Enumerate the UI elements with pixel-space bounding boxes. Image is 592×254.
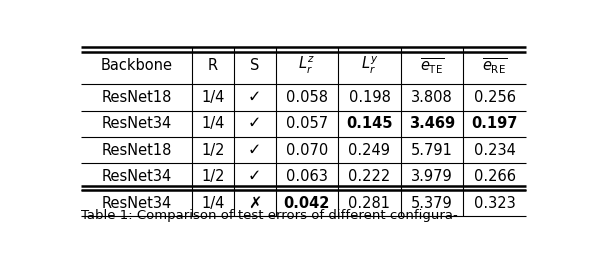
Text: $L_r^z$: $L_r^z$ (298, 55, 316, 76)
Text: ResNet34: ResNet34 (101, 196, 172, 211)
Text: ✓: ✓ (248, 116, 262, 131)
Text: ResNet34: ResNet34 (101, 169, 172, 184)
Text: ResNet18: ResNet18 (101, 143, 172, 158)
Text: S: S (250, 58, 259, 73)
Text: Backbone: Backbone (101, 58, 172, 73)
Text: 1/2: 1/2 (201, 169, 225, 184)
Text: ResNet34: ResNet34 (101, 116, 172, 131)
Text: 0.145: 0.145 (346, 116, 392, 131)
Text: $\overline{e_{\mathrm{RE}}}$: $\overline{e_{\mathrm{RE}}}$ (482, 56, 507, 76)
Text: 5.379: 5.379 (411, 196, 453, 211)
Text: 0.042: 0.042 (284, 196, 330, 211)
Text: 0.057: 0.057 (286, 116, 328, 131)
Text: 0.323: 0.323 (474, 196, 516, 211)
Text: 0.222: 0.222 (348, 169, 391, 184)
Text: 1/2: 1/2 (201, 143, 225, 158)
Text: 0.058: 0.058 (286, 90, 328, 105)
Text: ✓: ✓ (248, 90, 262, 105)
Text: 3.979: 3.979 (411, 169, 453, 184)
Text: 1/4: 1/4 (201, 196, 225, 211)
Text: 3.469: 3.469 (409, 116, 455, 131)
Text: 0.070: 0.070 (286, 143, 328, 158)
Text: ResNet18: ResNet18 (101, 90, 172, 105)
Text: Table 1: Comparison of test errors of different configura-: Table 1: Comparison of test errors of di… (81, 209, 458, 222)
Text: ✓: ✓ (248, 143, 262, 158)
Text: 1/4: 1/4 (201, 90, 225, 105)
Text: 3.808: 3.808 (411, 90, 453, 105)
Text: 0.197: 0.197 (471, 116, 518, 131)
Text: 0.266: 0.266 (474, 169, 516, 184)
Text: 0.198: 0.198 (349, 90, 390, 105)
Text: 0.234: 0.234 (474, 143, 516, 158)
Text: 0.256: 0.256 (474, 90, 516, 105)
Text: 0.249: 0.249 (349, 143, 391, 158)
Text: R: R (208, 58, 218, 73)
Text: 0.063: 0.063 (286, 169, 328, 184)
Text: $\overline{e_{\mathrm{TE}}}$: $\overline{e_{\mathrm{TE}}}$ (420, 56, 444, 76)
Text: $L_r^y$: $L_r^y$ (361, 55, 378, 76)
Text: ✓: ✓ (248, 169, 262, 184)
Text: 5.791: 5.791 (411, 143, 453, 158)
Text: 1/4: 1/4 (201, 116, 225, 131)
Text: ✗: ✗ (248, 196, 262, 211)
Text: 0.281: 0.281 (349, 196, 391, 211)
